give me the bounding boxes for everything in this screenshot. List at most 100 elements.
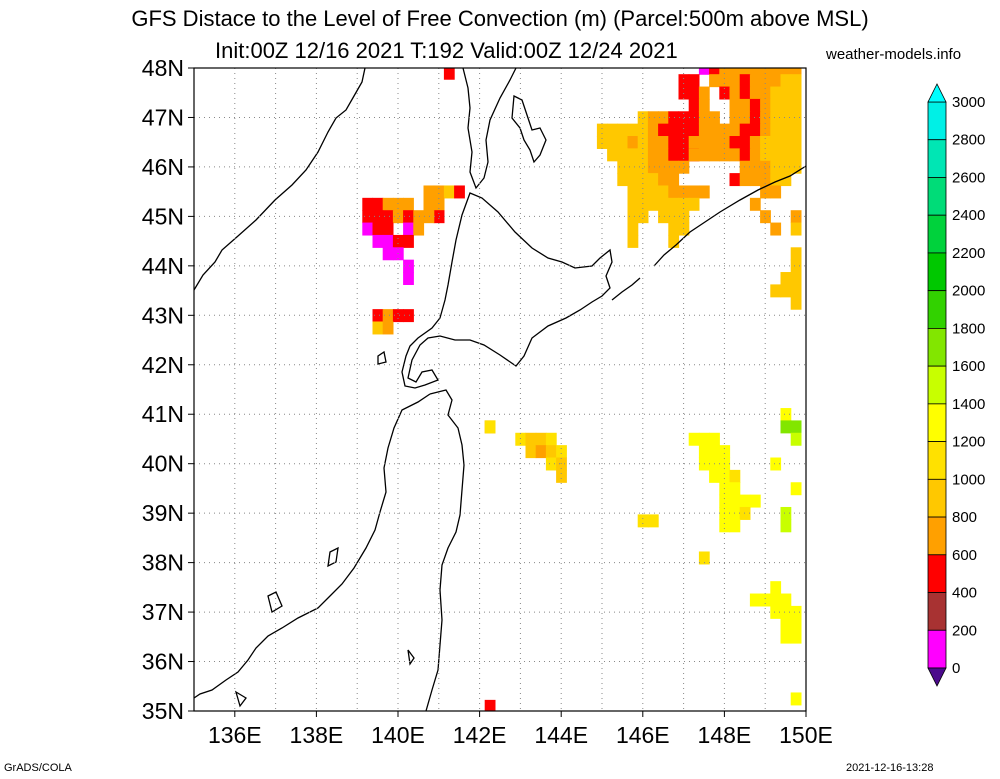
lat-tick-label: 42N <box>142 352 184 378</box>
lat-tick-label: 44N <box>142 253 184 279</box>
data-cell <box>719 68 731 75</box>
data-cell <box>668 111 680 125</box>
plot-frame <box>193 67 807 712</box>
data-cell <box>443 185 455 199</box>
data-cell <box>770 123 782 137</box>
data-cell <box>770 222 782 236</box>
data-cell <box>770 68 782 75</box>
data-cell <box>780 605 792 619</box>
data-cell <box>698 123 710 137</box>
data-cell <box>790 482 802 496</box>
data-cell <box>372 234 384 248</box>
data-cell <box>770 173 782 187</box>
colorbar: 3000280026002400220020001800160014001200… <box>927 83 985 687</box>
data-cell <box>770 605 782 619</box>
data-cell <box>637 185 649 199</box>
data-cell <box>709 136 720 149</box>
data-cell <box>780 272 792 285</box>
data-cell <box>698 148 710 162</box>
data-cell <box>678 197 690 211</box>
data-cell <box>749 173 761 187</box>
data-cell <box>688 98 700 112</box>
data-cell <box>760 593 771 607</box>
data-cell <box>515 432 527 446</box>
data-cell <box>780 593 792 607</box>
data-cell <box>617 160 629 174</box>
data-cell <box>403 222 414 236</box>
data-cell <box>749 123 761 137</box>
lat-tick-label: 40N <box>142 451 184 477</box>
data-cell <box>729 136 741 149</box>
data-cell <box>617 148 629 162</box>
lat-tick-label: 35N <box>142 698 184 724</box>
data-cell <box>423 185 435 199</box>
data-cell <box>678 160 690 174</box>
data-cell <box>770 136 782 149</box>
colorbar-swatch <box>927 252 947 292</box>
data-cell <box>729 482 741 496</box>
data-cell <box>749 98 761 112</box>
data-cell <box>770 98 782 112</box>
data-cell <box>525 432 537 446</box>
data-cell <box>647 197 659 211</box>
data-cell <box>790 86 802 100</box>
data-cell <box>382 234 394 248</box>
data-cell <box>658 123 669 137</box>
data-cell <box>780 173 792 187</box>
data-cell <box>362 222 374 236</box>
data-cell <box>637 210 649 224</box>
colorbar-swatch <box>927 478 947 518</box>
data-cell <box>790 247 802 261</box>
lat-tick-label: 38N <box>142 550 184 576</box>
data-cell <box>749 86 761 100</box>
data-cell <box>658 136 669 149</box>
data-cell <box>770 111 782 125</box>
data-cell <box>790 74 802 88</box>
lat-tick-label: 47N <box>142 104 184 130</box>
data-cell <box>627 197 639 211</box>
data-cell <box>709 445 720 459</box>
data-cell <box>790 136 802 149</box>
data-cell <box>668 185 680 199</box>
data-cell <box>372 210 384 224</box>
lat-tick-label: 39N <box>142 500 184 526</box>
longitude-axis: 136E 138E 140E 142E 144E 146E 148E 150E <box>208 711 833 748</box>
data-cell <box>423 210 435 224</box>
data-cell <box>443 68 455 80</box>
lat-tick-label: 43N <box>142 302 184 328</box>
colorbar-label: 0 <box>952 660 960 677</box>
data-cell <box>790 160 802 174</box>
data-cell <box>637 514 649 528</box>
colorbar-label: 2000 <box>952 283 985 300</box>
data-cell <box>423 197 435 211</box>
data-cell <box>372 309 384 323</box>
data-cell <box>454 185 465 199</box>
data-cell <box>392 210 404 224</box>
chart-title: GFS Distace to the Level of Free Convect… <box>131 6 869 31</box>
data-cell <box>658 185 669 199</box>
data-cell <box>780 136 792 149</box>
data-cell <box>739 68 751 75</box>
lat-tick-label: 36N <box>142 649 184 675</box>
data-cell <box>729 173 741 187</box>
data-cell <box>760 185 771 199</box>
data-cells <box>362 68 802 711</box>
data-cell <box>382 247 394 261</box>
latitude-axis: 35N 36N 37N 38N 39N 40N 41N 42N 43N 44N 45N 46N 47N 4… <box>142 55 194 724</box>
data-cell <box>770 284 782 298</box>
data-cell <box>627 148 639 162</box>
data-cell <box>780 618 792 632</box>
data-cell <box>760 68 771 75</box>
data-cell <box>698 86 710 100</box>
data-cell <box>790 222 802 236</box>
data-cell <box>790 284 802 298</box>
data-cell <box>535 445 547 459</box>
data-cell <box>545 445 557 459</box>
data-cell <box>780 408 792 422</box>
data-cell <box>719 74 731 88</box>
coastline-asia <box>194 68 366 291</box>
data-cell <box>739 74 751 88</box>
data-cell <box>698 432 710 446</box>
colorbar-swatch <box>927 177 947 216</box>
